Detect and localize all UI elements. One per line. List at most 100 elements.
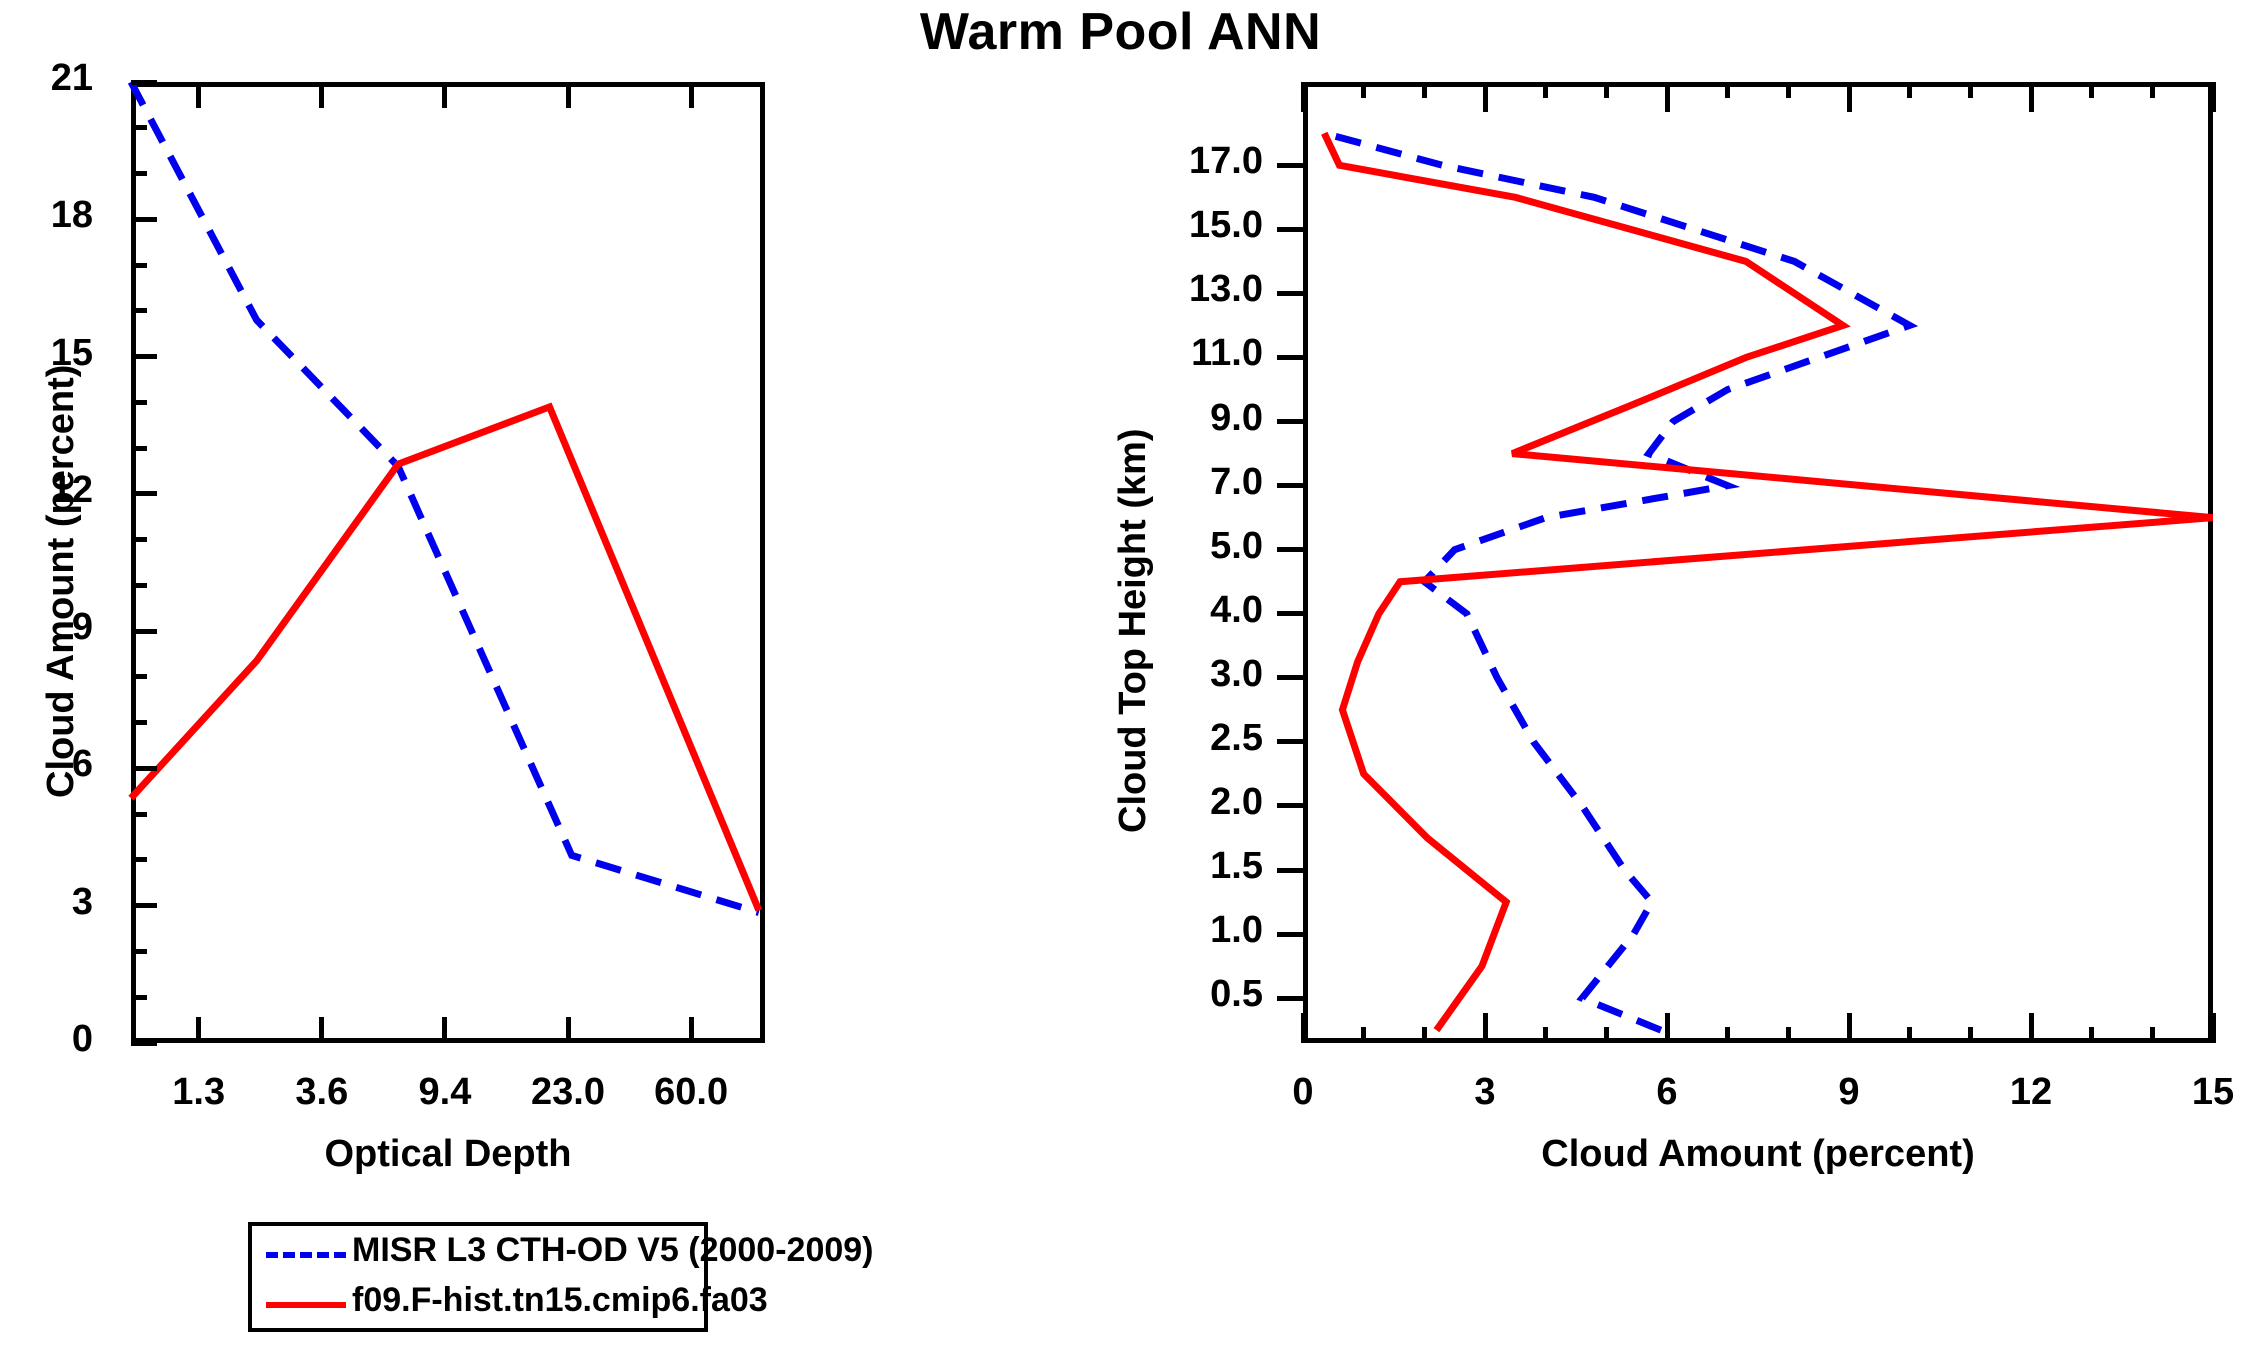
right-x-tick-label: 12	[2009, 1071, 2053, 1113]
right-x-minor-tick-top	[1603, 82, 1609, 98]
left-x-major-tick	[442, 1017, 448, 1043]
left-plot-frame	[131, 82, 765, 1043]
left-x-major-tick	[565, 1017, 571, 1043]
left-y-major-tick	[131, 354, 157, 360]
right-x-minor-tick	[1785, 1027, 1791, 1043]
legend-label-obs: MISR L3 CTH-OD V5 (2000-2009)	[352, 1231, 874, 1269]
left-y-minor-tick	[131, 125, 147, 131]
right-x-minor-tick	[1421, 1027, 1427, 1043]
left-y-tick-label: 21	[50, 57, 93, 99]
right-x-minor-tick	[1725, 1027, 1731, 1043]
left-x-major-tick-top	[196, 82, 202, 108]
right-y-major-tick	[1277, 226, 1303, 232]
left-x-tick-label: 3.6	[295, 1071, 349, 1113]
right-y-major-tick	[1277, 995, 1303, 1001]
left-x-axis-title: Optical Depth	[324, 1133, 572, 1175]
right-x-minor-tick-top	[2089, 82, 2095, 98]
right-y-tick-label: 11.0	[1191, 332, 1263, 375]
right-y-major-tick	[1277, 867, 1303, 873]
right-x-tick-label: 15	[2191, 1071, 2235, 1113]
right-y-major-tick	[1277, 162, 1303, 168]
right-x-axis-title: Cloud Amount (percent)	[1541, 1133, 1975, 1175]
right-x-tick-label: 3	[1474, 1071, 1496, 1113]
right-y-major-tick	[1277, 803, 1303, 809]
left-y-tick-label: 3	[71, 880, 93, 923]
left-x-major-tick	[319, 1017, 325, 1043]
right-y-major-tick	[1277, 611, 1303, 617]
left-y-major-tick	[131, 903, 157, 909]
right-plot-frame	[1303, 82, 2213, 1043]
right-y-tick-label: 7.0	[1210, 460, 1263, 503]
right-y-tick-label: 9.0	[1210, 396, 1263, 439]
left-y-minor-tick	[131, 445, 147, 451]
left-y-minor-tick	[131, 399, 147, 405]
left-y-minor-tick	[131, 720, 147, 726]
right-y-tick-label: 4.0	[1210, 588, 1263, 631]
right-x-minor-tick	[1907, 1027, 1913, 1043]
right-y-axis-title: Cloud Top Height (km)	[1112, 427, 1154, 833]
legend-line-sample-obs	[266, 1252, 346, 1258]
right-y-major-tick	[1277, 419, 1303, 425]
left-y-minor-tick	[131, 674, 147, 680]
left-y-tick-label: 15	[50, 331, 93, 374]
left-x-major-tick	[688, 1017, 694, 1043]
right-x-major-tick	[2028, 1013, 2034, 1043]
left-x-major-tick-top	[442, 82, 448, 108]
right-x-major-tick-top	[2028, 82, 2034, 112]
right-y-tick-label: 3.0	[1210, 652, 1263, 695]
right-x-minor-tick-top	[1543, 82, 1549, 98]
left-x-major-tick	[196, 1017, 202, 1043]
right-x-minor-tick	[1543, 1027, 1549, 1043]
right-y-major-tick	[1277, 547, 1303, 553]
right-x-minor-tick	[1361, 1027, 1367, 1043]
legend-label-model: f09.F-hist.tn15.cmip6.fa03	[352, 1281, 768, 1319]
right-y-major-tick	[1277, 354, 1303, 360]
right-x-minor-tick-top	[1967, 82, 1973, 98]
right-y-tick-label: 5.0	[1210, 524, 1263, 567]
left-y-minor-tick	[131, 857, 147, 863]
left-x-major-tick-top	[319, 82, 325, 108]
right-x-major-tick-top	[2210, 82, 2216, 112]
right-x-minor-tick-top	[1421, 82, 1427, 98]
left-x-tick-label: 60.0	[654, 1071, 729, 1113]
right-x-major-tick-top	[1846, 82, 1852, 112]
left-y-major-tick	[131, 1040, 157, 1046]
right-x-minor-tick	[1603, 1027, 1609, 1043]
left-y-minor-tick	[131, 308, 147, 314]
right-x-major-tick-top	[1300, 82, 1306, 112]
left-y-minor-tick	[131, 811, 147, 817]
left-y-tick-label: 12	[50, 468, 93, 511]
chart-title: Warm Pool ANN	[919, 3, 1322, 61]
right-series-obs	[1323, 129, 1919, 1034]
right-series-model	[1321, 131, 2213, 1033]
left-x-major-tick-top	[688, 82, 694, 108]
right-x-major-tick	[1664, 1013, 1670, 1043]
left-y-tick-label: 9	[71, 606, 93, 649]
left-x-tick-label: 23.0	[531, 1071, 605, 1113]
right-y-tick-label: 17.0	[1189, 140, 1263, 183]
left-y-minor-tick	[131, 948, 147, 954]
left-y-minor-tick	[131, 582, 147, 588]
right-x-minor-tick-top	[1785, 82, 1791, 98]
right-x-minor-tick-top	[1725, 82, 1731, 98]
left-series-model	[128, 402, 763, 912]
right-x-tick-label: 6	[1656, 1071, 1678, 1113]
left-y-minor-tick	[131, 994, 147, 1000]
right-y-tick-label: 1.0	[1210, 909, 1263, 952]
right-x-major-tick	[1846, 1013, 1852, 1043]
right-x-minor-tick-top	[1361, 82, 1367, 98]
right-x-major-tick	[2210, 1013, 2216, 1043]
right-x-tick-label: 9	[1838, 1071, 1860, 1113]
left-y-major-tick	[131, 628, 157, 634]
right-x-major-tick-top	[1482, 82, 1488, 112]
legend-line-sample-model	[266, 1302, 346, 1308]
right-y-tick-label: 0.5	[1210, 973, 1263, 1016]
right-y-major-tick	[1277, 931, 1303, 937]
right-x-minor-tick	[1967, 1027, 1973, 1043]
right-y-tick-label: 2.5	[1210, 716, 1263, 759]
legend-row-obs: MISR L3 CTH-OD V5 (2000-2009)	[252, 1228, 874, 1280]
right-y-major-tick	[1277, 675, 1303, 681]
legend-box: MISR L3 CTH-OD V5 (2000-2009) f09.F-hist…	[248, 1222, 874, 1332]
left-y-minor-tick	[131, 171, 147, 177]
